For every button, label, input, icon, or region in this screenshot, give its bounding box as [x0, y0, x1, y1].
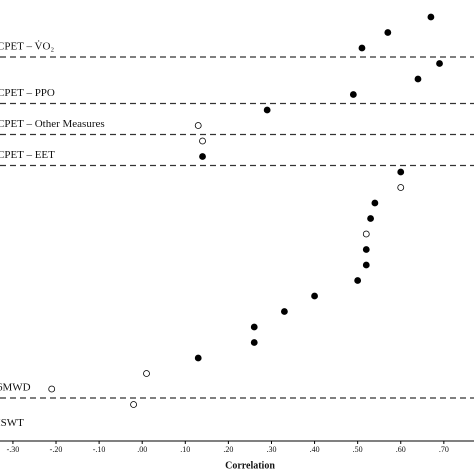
- data-point: [427, 13, 435, 21]
- x-tick-label: .20: [223, 445, 233, 454]
- x-tick-label: -.20: [50, 445, 63, 454]
- data-point: [362, 230, 370, 238]
- data-point: [250, 323, 258, 331]
- x-tick-label: .70: [439, 445, 449, 454]
- group-label: 6MWD: [0, 382, 31, 394]
- data-point: [263, 106, 271, 114]
- x-tick-label: .30: [266, 445, 276, 454]
- data-point: [199, 137, 206, 145]
- x-tick-label: .10: [180, 445, 190, 454]
- data-point: [384, 29, 392, 36]
- data-point: [48, 385, 56, 393]
- data-point: [199, 153, 206, 160]
- group-label: CPET – Other Measures: [0, 118, 105, 130]
- data-point: [397, 184, 405, 191]
- x-tick-label: -.30: [7, 445, 20, 454]
- data-point: [194, 122, 202, 129]
- data-point: [397, 168, 405, 176]
- data-point: [358, 44, 366, 52]
- data-point: [311, 292, 318, 300]
- data-point: [354, 277, 362, 284]
- data-point: [367, 215, 374, 222]
- data-point: [362, 261, 370, 269]
- data-point: [349, 91, 357, 98]
- data-point: [436, 60, 443, 67]
- group-label: CPET – V̇O₂: [0, 40, 54, 52]
- data-point: [280, 308, 288, 315]
- x-tick-label: .50: [353, 445, 363, 454]
- data-point: [371, 199, 379, 207]
- x-tick-label: .00: [137, 445, 147, 454]
- data-point: [143, 370, 150, 377]
- x-tick-label: .40: [310, 445, 320, 454]
- group-label: CPET – EET: [0, 149, 55, 161]
- x-tick-label: -.10: [93, 445, 106, 454]
- x-tick-label: .60: [396, 445, 406, 454]
- data-point: [414, 75, 422, 83]
- data-point: [194, 354, 202, 362]
- data-point: [130, 401, 137, 408]
- data-point: [362, 246, 370, 253]
- x-axis-label: Correlation: [225, 460, 275, 471]
- group-label: ISWT: [0, 417, 24, 429]
- data-point: [250, 339, 258, 346]
- group-label: CPET – PPO: [0, 87, 55, 99]
